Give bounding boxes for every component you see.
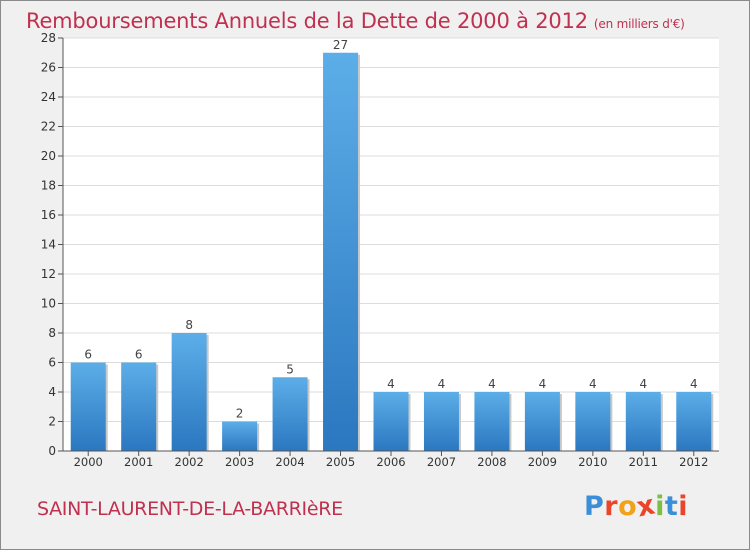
bar-2004 bbox=[272, 377, 308, 451]
x-tick-label: 2002 bbox=[175, 455, 204, 469]
bar-2008 bbox=[474, 392, 510, 451]
bar-2001 bbox=[121, 362, 157, 451]
y-tick-label: 0 bbox=[48, 444, 56, 458]
logo-letter: o bbox=[618, 491, 638, 522]
y-tick-label: 10 bbox=[41, 297, 56, 311]
chart-unit: (en milliers d'€) bbox=[593, 17, 685, 31]
x-tick-label: 2009 bbox=[528, 455, 557, 469]
y-tick-label: 6 bbox=[48, 356, 56, 370]
bar-value-label: 5 bbox=[286, 362, 294, 376]
bar-2006 bbox=[373, 392, 409, 451]
y-tick-label: 4 bbox=[48, 385, 56, 399]
bar-value-label: 4 bbox=[438, 377, 446, 391]
bar-value-label: 6 bbox=[84, 348, 92, 362]
chart-title: Remboursements Annuels de la Dette de 20… bbox=[26, 9, 685, 33]
logo-letter: P bbox=[584, 491, 605, 522]
chart-title-text: Remboursements Annuels de la Dette de 20… bbox=[26, 9, 588, 33]
y-tick-label: 28 bbox=[41, 31, 56, 45]
x-tick-label: 2007 bbox=[427, 455, 456, 469]
bar-2007 bbox=[423, 392, 459, 451]
y-tick-label: 2 bbox=[48, 415, 56, 429]
y-tick-label: 16 bbox=[41, 208, 56, 222]
bar-value-label: 4 bbox=[387, 377, 395, 391]
bar-value-label: 27 bbox=[333, 38, 348, 52]
bar-value-label: 6 bbox=[135, 348, 143, 362]
x-tick-label: 2003 bbox=[225, 455, 254, 469]
bar-2005 bbox=[323, 52, 359, 451]
bar-2010 bbox=[575, 392, 611, 451]
logo-letter: t bbox=[664, 491, 679, 522]
y-tick-label: 20 bbox=[41, 149, 56, 163]
y-tick-label: 8 bbox=[48, 326, 56, 340]
x-tick-label: 2012 bbox=[679, 455, 708, 469]
y-tick-label: 18 bbox=[41, 179, 56, 193]
y-tick-label: 26 bbox=[41, 61, 56, 75]
bar-2003 bbox=[222, 421, 258, 451]
bar-2000 bbox=[70, 362, 106, 451]
bar-value-label: 4 bbox=[488, 377, 496, 391]
bar-2011 bbox=[625, 392, 661, 451]
x-tick-label: 2008 bbox=[477, 455, 506, 469]
commune-name: SAINT-LAURENT-DE-LA-BARRIèRE bbox=[37, 498, 343, 520]
proxiti-logo: Proxiti bbox=[584, 489, 689, 523]
y-tick-label: 14 bbox=[41, 238, 56, 252]
bar-value-label: 4 bbox=[539, 377, 547, 391]
bar-value-label: 4 bbox=[589, 377, 597, 391]
x-tick-label: 2005 bbox=[326, 455, 355, 469]
logo-letter: r bbox=[604, 491, 619, 522]
x-tick-label: 2006 bbox=[376, 455, 405, 469]
x-tick-label: 2001 bbox=[124, 455, 153, 469]
y-tick-label: 22 bbox=[41, 120, 56, 134]
logo-letter: i bbox=[655, 491, 665, 522]
bar-value-label: 8 bbox=[185, 318, 193, 332]
y-tick-label: 24 bbox=[41, 90, 56, 104]
x-tick-label: 2010 bbox=[578, 455, 607, 469]
bar-2002 bbox=[171, 333, 207, 451]
x-tick-label: 2000 bbox=[74, 455, 103, 469]
bar-value-label: 4 bbox=[639, 377, 647, 391]
logo-letter: i bbox=[678, 491, 689, 522]
y-tick-label: 12 bbox=[41, 267, 56, 281]
x-tick-label: 2011 bbox=[629, 455, 658, 469]
bar-2009 bbox=[524, 392, 560, 451]
x-tick-label: 2004 bbox=[275, 455, 304, 469]
bar-2012 bbox=[676, 392, 712, 451]
bar-value-label: 2 bbox=[236, 407, 244, 421]
bar-value-label: 4 bbox=[690, 377, 698, 391]
